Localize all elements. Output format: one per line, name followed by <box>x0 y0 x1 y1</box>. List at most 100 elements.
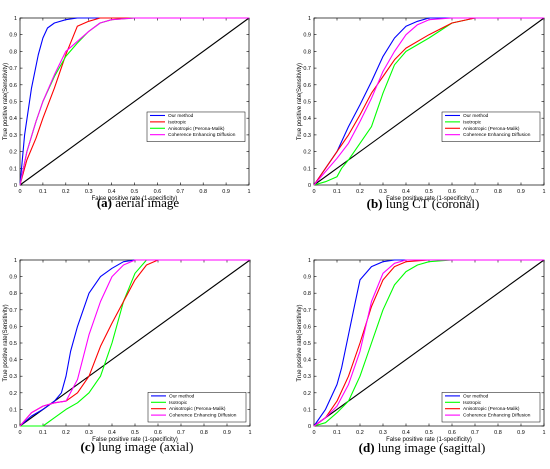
x-tick-label: 0.1 <box>39 189 47 195</box>
x-axis-label: False positive rate (1-specificity) <box>386 196 472 202</box>
legend-label: Isotropic <box>169 400 188 406</box>
x-tick-label: 0.9 <box>223 430 231 436</box>
x-tick-label: 0.2 <box>356 430 364 436</box>
x-tick-label: 0.3 <box>85 430 93 436</box>
x-tick-label: 0.3 <box>379 189 387 195</box>
x-tick-label: 0.5 <box>131 189 139 195</box>
y-tick-label: 0.1 <box>303 407 311 413</box>
y-tick-label: 0.8 <box>303 291 311 297</box>
x-tick-label: 0.1 <box>39 430 47 436</box>
y-tick-label: 0.4 <box>9 358 17 364</box>
roc-panel: 0 0.1 0.2 0.3 0.4 0.5 0.6 0.7 0.8 0.9 1 0 0.1 0.2 0.3 0… <box>3 16 251 202</box>
panel-caption: (b) lung CT (coronal) <box>367 196 480 212</box>
x-tick-label: 0.9 <box>517 430 525 436</box>
x-tick-label: 0.5 <box>425 430 433 436</box>
x-tick-label: 0.6 <box>154 430 162 436</box>
legend-label: Isotropic <box>463 119 482 125</box>
legend-label: Isotropic <box>168 119 187 125</box>
x-tick-label: 0.8 <box>494 189 502 195</box>
y-axis-label: True positive rate(Sensitivity) <box>3 304 9 381</box>
y-tick-label: 0.9 <box>303 33 311 39</box>
roc-series-line <box>313 259 544 427</box>
legend-label: Coherence Enhancing Diffusion <box>463 132 531 138</box>
y-tick-label: 0.9 <box>9 275 17 281</box>
y-tick-label: 1 <box>14 258 17 264</box>
legend-label: Our method <box>168 113 194 119</box>
roc-panel: 0 0.1 0.2 0.3 0.4 0.5 0.6 0.7 0.8 0.9 1 0 0.1 0.2 0.3 0… <box>297 16 546 202</box>
x-axis-label: False positive rate (1-specificity) <box>386 437 472 443</box>
x-tick-label: 0.2 <box>62 189 70 195</box>
y-tick-label: 0.7 <box>9 308 17 314</box>
x-axis-label: False positive rate (1-specificity) <box>92 437 178 443</box>
y-tick-label: 0.3 <box>303 374 311 380</box>
legend-label: Coherence Enhancing Diffusion <box>463 413 531 419</box>
y-tick-label: 0.6 <box>9 83 17 89</box>
y-tick-label: 0.9 <box>303 275 311 281</box>
y-tick-label: 0.4 <box>303 358 311 364</box>
y-tick-label: 0.1 <box>303 166 311 172</box>
x-tick-label: 0.6 <box>448 189 456 195</box>
y-tick-label: 0.4 <box>303 116 311 122</box>
legend-label: Our method <box>463 113 489 119</box>
caption-text: lung image (sagittal) <box>374 440 486 455</box>
panel-caption: (a) aerial image <box>97 195 179 211</box>
y-tick-label: 0.3 <box>303 133 311 139</box>
caption-letter: (c) <box>80 439 95 454</box>
x-tick-label: 1 <box>542 430 545 436</box>
x-tick-label: 0.4 <box>108 430 116 436</box>
roc-series-line <box>313 17 544 186</box>
y-tick-label: 0.5 <box>303 341 311 347</box>
legend-box <box>147 392 247 423</box>
x-tick-label: 0 <box>312 189 315 195</box>
legend-label: Anisotropic (Perona-Malik) <box>463 126 520 132</box>
y-tick-label: 0.3 <box>9 374 17 380</box>
roc-series-line <box>19 259 250 427</box>
y-tick-label: 1 <box>308 16 311 22</box>
roc-panel: 0 0.1 0.2 0.3 0.4 0.5 0.6 0.7 0.8 0.9 1 0 0.1 0.2 0.3 0… <box>3 258 252 443</box>
panel-caption: (c) lung image (axial) <box>81 439 194 455</box>
caption-text: lung image (axial) <box>94 439 194 454</box>
legend-label: Our method <box>169 393 195 399</box>
x-tick-label: 0.6 <box>448 430 456 436</box>
roc-panel: 0 0.1 0.2 0.3 0.4 0.5 0.6 0.7 0.8 0.9 1 0 0.1 0.2 0.3 0… <box>297 258 546 443</box>
legend-label: Coherence Enhancing Diffusion <box>169 413 237 419</box>
y-tick-label: 1 <box>14 16 17 22</box>
x-tick-label: 1 <box>248 430 251 436</box>
caption-text: lung CT (coronal) <box>382 196 480 211</box>
y-tick-label: 0.2 <box>9 150 17 156</box>
x-tick-label: 0.7 <box>471 430 479 436</box>
x-tick-label: 1 <box>542 189 545 195</box>
roc-series-line <box>19 259 250 427</box>
y-tick-label: 0.7 <box>303 66 311 72</box>
x-tick-label: 0.9 <box>222 189 230 195</box>
x-tick-label: 0.7 <box>176 189 184 195</box>
x-tick-label: 0.1 <box>333 189 341 195</box>
y-tick-label: 0.9 <box>9 33 17 39</box>
caption-letter: (a) <box>96 195 113 210</box>
x-axis-label: False positive rate (1-specificity) <box>92 196 178 202</box>
y-tick-label: 0 <box>14 424 17 430</box>
y-tick-label: 0.4 <box>9 116 17 122</box>
caption-text: aerial image <box>112 195 180 210</box>
y-tick-label: 0 <box>308 424 311 430</box>
x-tick-label: 0.5 <box>425 189 433 195</box>
y-tick-label: 0.2 <box>303 391 311 397</box>
y-tick-label: 0.5 <box>9 100 17 106</box>
chance-diagonal <box>313 17 545 186</box>
legend-label: Coherence Enhancing Diffusion <box>168 132 236 138</box>
y-tick-label: 0.3 <box>9 133 17 139</box>
y-tick-label: 0.5 <box>9 341 17 347</box>
x-tick-label: 0.2 <box>62 430 70 436</box>
y-tick-label: 0.7 <box>9 66 17 72</box>
legend-box <box>146 111 246 142</box>
x-tick-label: 0.4 <box>402 430 410 436</box>
x-tick-label: 0.4 <box>108 189 116 195</box>
x-tick-label: 0.4 <box>402 189 410 195</box>
y-tick-label: 0.8 <box>9 291 17 297</box>
x-tick-label: 0.8 <box>199 189 207 195</box>
legend-label: Isotropic <box>463 400 482 406</box>
y-tick-label: 0 <box>308 183 311 189</box>
